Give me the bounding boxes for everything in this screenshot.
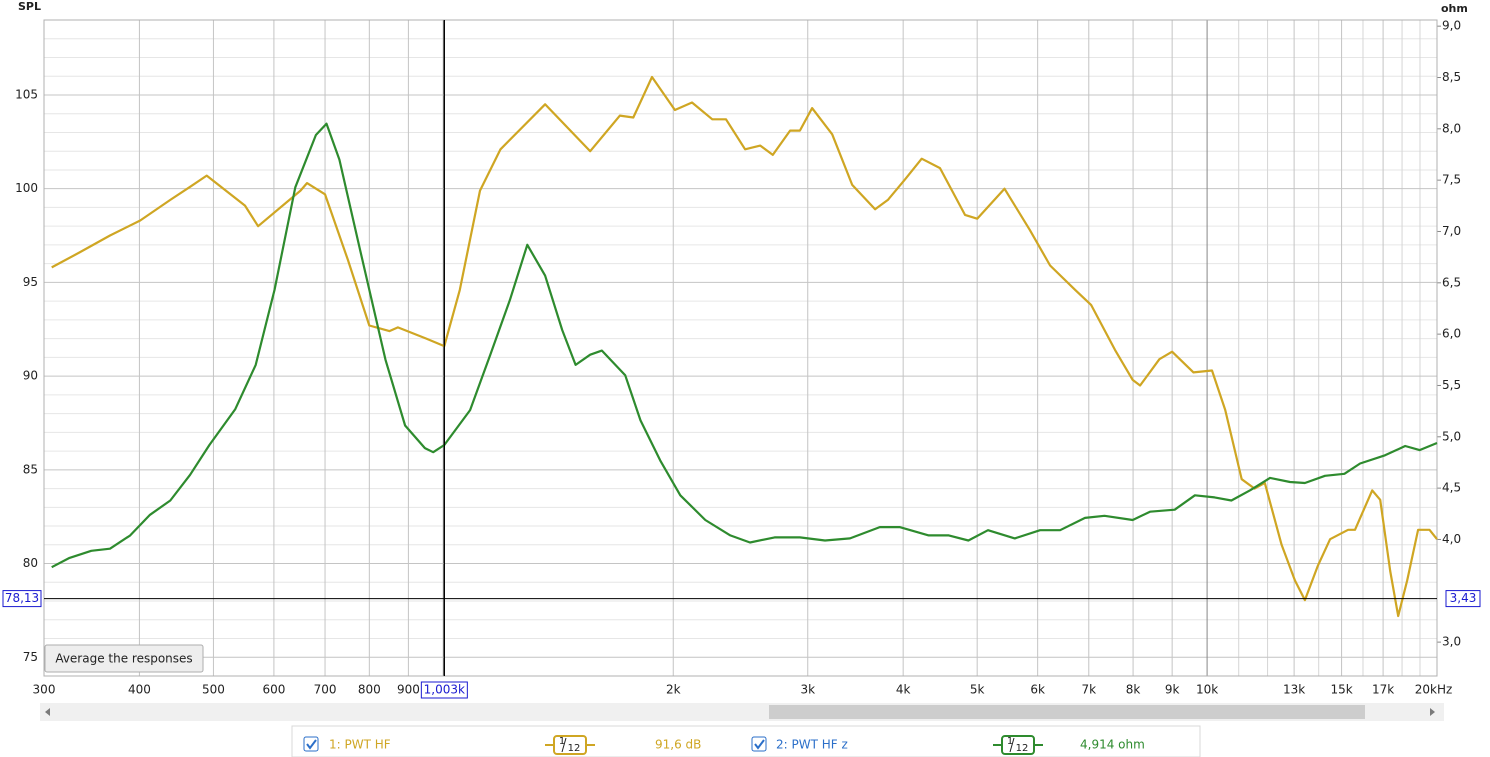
x-tick-label: 500 [202, 683, 225, 697]
x-tick-label: 900 [397, 683, 420, 697]
x-tick-label: 2k [666, 683, 681, 697]
series-line [51, 122, 1438, 569]
y2-tick-label: 4,5 [1442, 481, 1461, 495]
legend-readout: 4,914 ohm [1080, 738, 1145, 752]
scroll-right[interactable] [1430, 708, 1435, 716]
smoothing-icon[interactable]: 112 [545, 735, 595, 755]
y-tick-label: 75 [23, 650, 38, 664]
y2-tick-label: 6,5 [1442, 275, 1461, 289]
x-tick-label: 9k [1165, 683, 1180, 697]
button-label[interactable]: Average the responses [55, 652, 192, 666]
y2-tick-label: 8,5 [1442, 70, 1461, 84]
series-line [51, 75, 1438, 618]
cursor-label: 3,43 [1450, 591, 1477, 605]
y2-tick-label: 3,0 [1442, 635, 1461, 649]
scroll-thumb[interactable] [769, 705, 1365, 719]
average-button[interactable]: Average the responses [44, 644, 204, 673]
button-face[interactable] [44, 644, 204, 673]
legend-readout: 91,6 dB [655, 738, 701, 752]
y-axis-label: SPL [18, 0, 41, 13]
y2-tick-label: 7,5 [1442, 173, 1461, 187]
y2-tick-label: 5,5 [1442, 378, 1461, 392]
x-tick-label: 4k [896, 683, 911, 697]
y2-tick-label: 5,0 [1442, 429, 1461, 443]
smoothing-box [553, 735, 587, 755]
smoothing-num: 1 [1007, 736, 1013, 747]
x-tick-label: 6k [1030, 683, 1045, 697]
cursor-label-box [1445, 590, 1481, 608]
y2-axis-label: ohm [1441, 2, 1468, 15]
cursor-label: 78,13 [5, 591, 39, 605]
smoothing-den: 12 [1016, 743, 1029, 754]
cursor-label-box [420, 681, 468, 699]
checkbox[interactable] [751, 736, 767, 752]
check [306, 739, 317, 750]
x-tick-label: 7k [1081, 683, 1096, 697]
x-unit-label: Hz [1437, 683, 1452, 697]
y-tick-label: 95 [23, 275, 38, 289]
smoothing-slash [561, 737, 567, 753]
x-tick-label: 5k [970, 683, 985, 697]
scroll-left[interactable] [45, 708, 50, 716]
x-tick-label: 300 [33, 683, 56, 697]
y-tick-label: 100 [15, 181, 38, 195]
cursor-label: 1,003k [424, 683, 465, 697]
x-tick-label: 600 [262, 683, 285, 697]
labels: 75 80 85 90 95 100 105 3,0 4,0 4,5 5,0 5,5 6,0 6,5 7,0… [2, 19, 1481, 699]
x-tick-label: 400 [128, 683, 151, 697]
cursor-label-box [2, 590, 42, 608]
smoothing-icon[interactable]: 112 [993, 735, 1043, 755]
smoothing-num: 1 [559, 736, 565, 747]
checkbox[interactable] [303, 736, 319, 752]
y2-tick-label: 7,0 [1442, 224, 1461, 238]
x-tick-label: 10k [1196, 683, 1218, 697]
legend-name: 2: PWT HF z [776, 738, 848, 752]
smoothing-box [1001, 735, 1035, 755]
x-tick-label: 15k [1330, 683, 1352, 697]
x-tick-label: 700 [314, 683, 337, 697]
grid [43, 19, 1441, 677]
legend-name: 1: PWT HF [329, 738, 391, 752]
smoothing-den: 12 [568, 743, 581, 754]
check [754, 739, 765, 750]
x-tick-label: 13k [1283, 683, 1305, 697]
y-tick-label: 90 [23, 369, 38, 383]
x-tick-label: 20k [1415, 683, 1437, 697]
y2-tick-label: 9,0 [1442, 19, 1461, 33]
legend: 1: PWT HF 112 91,6 dB 2: PWT HF z 112 4,… [291, 725, 1201, 757]
legend-panel [291, 725, 1201, 757]
y2-tick-label: 8,0 [1442, 121, 1461, 135]
traces [44, 20, 1438, 676]
y-tick-label: 80 [23, 556, 38, 570]
y-tick-label: 105 [15, 87, 38, 101]
smoothing-slash [1009, 737, 1015, 753]
x-tick-label: 800 [358, 683, 381, 697]
x-tick-label: 17k [1372, 683, 1394, 697]
y2-tick-label: 6,0 [1442, 327, 1461, 341]
y2-tick-label: 4,0 [1442, 532, 1461, 546]
x-tick-label: 8k [1126, 683, 1141, 697]
plot-frame [43, 19, 1438, 677]
scrollbar[interactable] [40, 703, 1444, 721]
x-tick-label: 3k [800, 683, 815, 697]
y-tick-label: 85 [23, 462, 38, 476]
